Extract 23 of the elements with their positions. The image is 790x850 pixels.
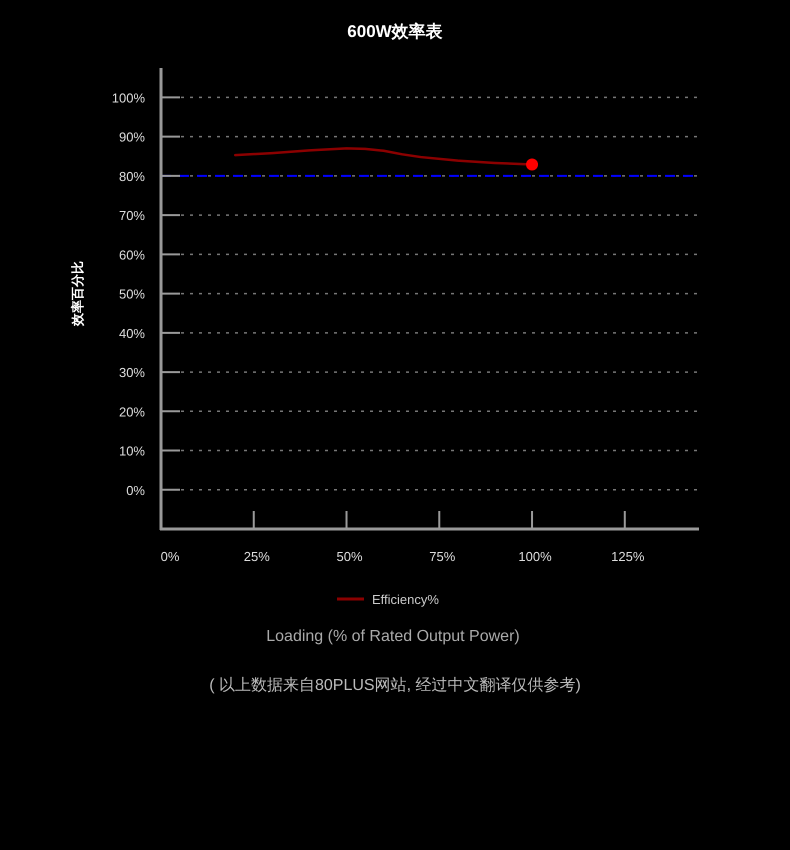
legend-label: Efficiency%	[372, 592, 440, 607]
x-tick-label: 25%	[244, 549, 270, 564]
y-tick-label: 0%	[126, 482, 146, 498]
chart-title: 600W效率表	[347, 22, 444, 41]
y-tick-label: 80%	[118, 168, 146, 184]
y-tick-label: 40%	[118, 326, 146, 341]
y-tick-label: 10%	[118, 444, 146, 459]
y-tick-label: 50%	[118, 286, 146, 302]
text: ( 以上数据来自80PLUS网站, 经过中文翻译仅供参考)	[209, 676, 581, 694]
y-tick-label: 100%	[112, 90, 146, 106]
y-tick-label: 60%	[118, 247, 146, 262]
x-tick-label: 125%	[611, 549, 645, 564]
x-axis-title: Loading (% of Rated Output Power)	[266, 628, 520, 645]
y-tick-label: 20%	[118, 404, 146, 420]
x-tick-label: 100%	[518, 549, 552, 564]
y-tick-label: 90%	[118, 130, 146, 145]
x-tick-label: 75%	[429, 549, 456, 564]
legend-item: Efficiency%	[337, 592, 439, 607]
x-tick-label: 50%	[336, 549, 363, 564]
y-tick-label: 30%	[118, 365, 146, 380]
x-tick-label: 0%	[160, 549, 180, 564]
y-axis-title: 效率百分比	[70, 261, 85, 327]
y-tick-label: 70%	[118, 208, 146, 224]
